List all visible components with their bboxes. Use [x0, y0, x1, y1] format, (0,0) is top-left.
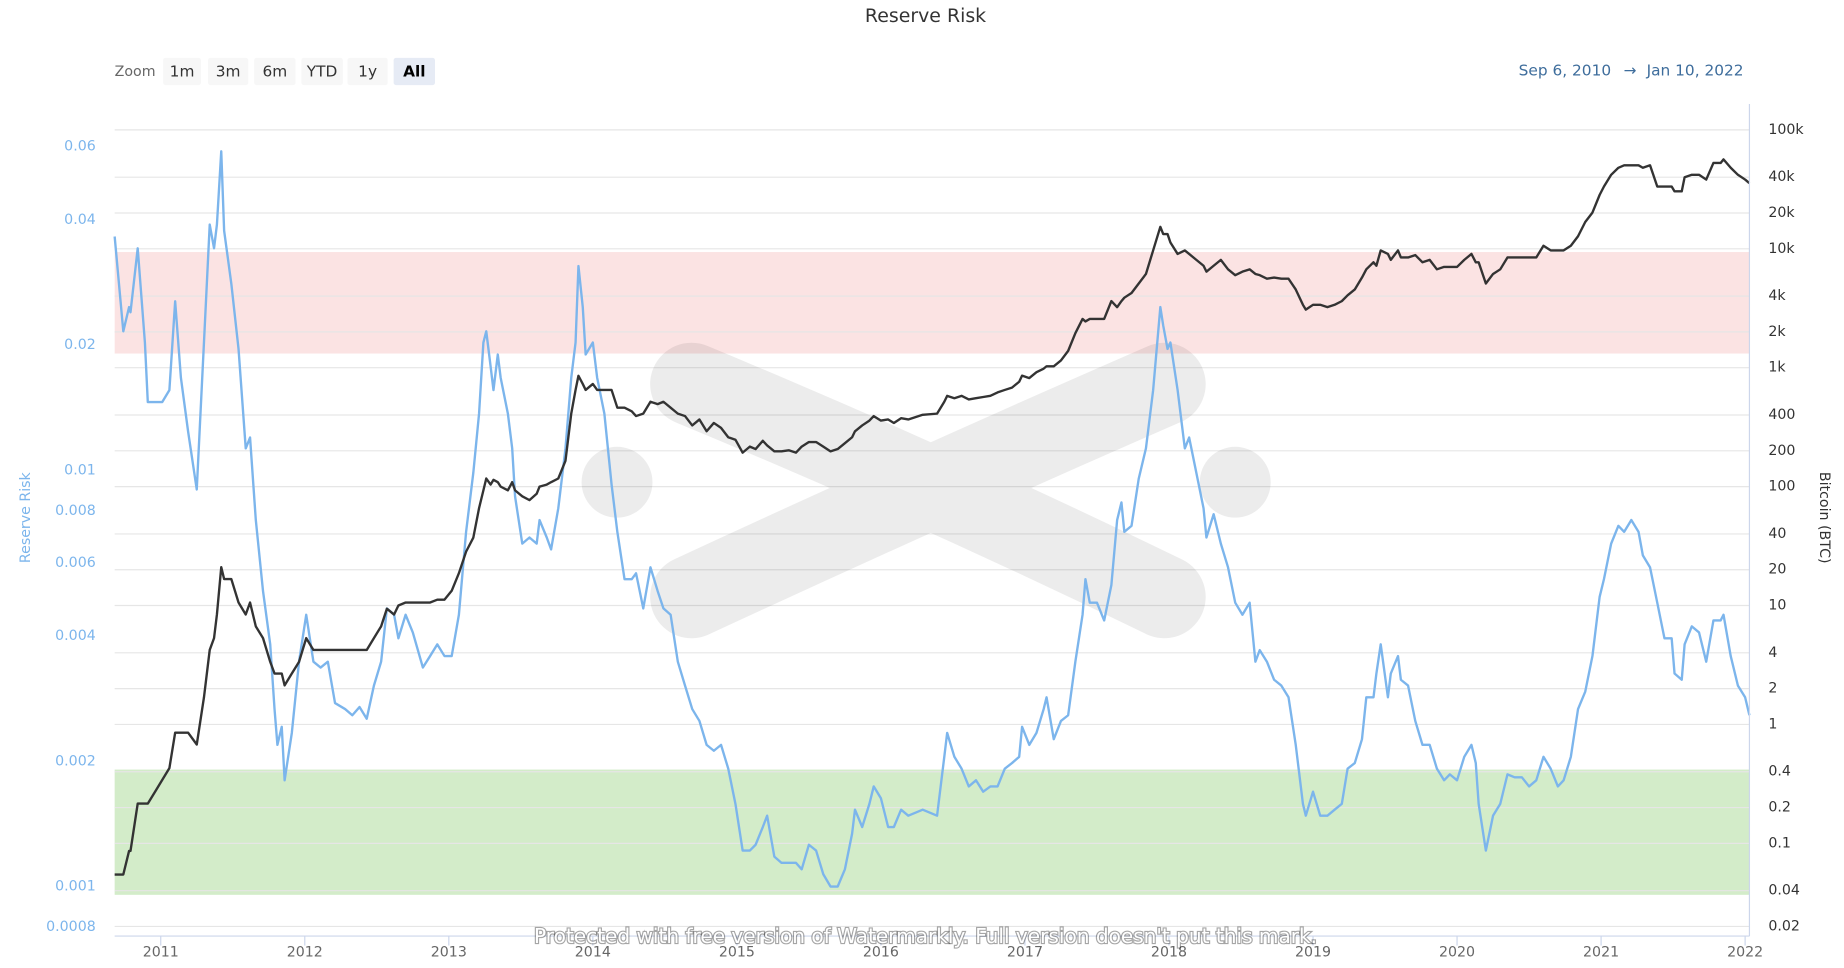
x-tick-label: 2021: [1583, 945, 1619, 961]
y2-tick-label: 40: [1768, 526, 1786, 542]
y2-tick-label: 10: [1768, 598, 1786, 614]
grid: [114, 129, 1750, 928]
zoom-button-bg: [254, 57, 296, 86]
zoom-button-bg: [208, 57, 249, 86]
zoom-button-label: 3m: [216, 63, 241, 81]
plot-bands: [114, 252, 1750, 895]
plot-band: [114, 252, 1750, 354]
zoom-button[interactable]: 1m: [163, 57, 201, 86]
y2-tick-label: 0.2: [1768, 800, 1791, 816]
y2-tick-label: 2k: [1768, 324, 1786, 340]
y2-tick-label: 20k: [1768, 205, 1795, 221]
range-separator: →: [1624, 61, 1637, 79]
zoom-button-label: 1y: [358, 63, 377, 81]
y2-tick-label: 200: [1768, 443, 1795, 459]
logo-stroke: [650, 342, 1206, 639]
zoom-button-label: All: [403, 63, 425, 81]
zoom-button[interactable]: 1y: [347, 57, 388, 86]
x-tick-label: 2017: [1007, 945, 1043, 961]
y-tick-label: 0.01: [64, 462, 96, 478]
zoom-button-bg: [301, 57, 343, 86]
y-tick-label: 0.001: [55, 879, 96, 895]
series-line: [113, 150, 1751, 888]
watermark-text: Protected with free version of Watermark…: [534, 924, 1317, 948]
y2-tick-label: 1k: [1768, 360, 1786, 376]
y-tick-label: 0.06: [64, 139, 96, 155]
y2-axis-title: Bitcoin (BTC): [1816, 472, 1832, 564]
zoom-button-label: YTD: [306, 63, 338, 81]
y2-tick-label: 400: [1768, 407, 1795, 423]
y-tick-label: 0.0008: [46, 919, 96, 935]
y-tick-label: 0.006: [55, 555, 96, 571]
zoom-button[interactable]: YTD: [301, 57, 343, 86]
chart-title: Reserve Risk: [865, 5, 986, 27]
series-line: [114, 158, 1751, 876]
range-from: Sep 6, 2010: [1519, 61, 1611, 79]
y2-tick-label: 0.02: [1768, 918, 1800, 934]
zoom-button-label: 1m: [170, 63, 195, 81]
logo-watermark: [581, 342, 1271, 639]
zoom-buttons: 1m 3m 6m YTD 1y All: [163, 57, 435, 86]
logo-dot: [581, 446, 653, 518]
zoom-label: Zoom: [115, 64, 156, 80]
x-tick-label: 2011: [143, 945, 179, 961]
x-tick-label: 2012: [287, 945, 323, 961]
y2-tick-label: 20: [1768, 562, 1786, 578]
x-tick-label: 2015: [719, 945, 755, 961]
y-tick-label: 0.02: [64, 337, 96, 353]
x-tick-label: 2014: [575, 945, 611, 961]
y-tick-label: 0.002: [55, 753, 96, 769]
y2-tick-label: 40k: [1768, 169, 1795, 185]
x-tick-label: 2020: [1439, 945, 1475, 961]
x-tick-label: 2019: [1295, 945, 1331, 961]
y2-tick-label: 4: [1768, 645, 1777, 661]
y2-tick-label: 1: [1768, 716, 1777, 732]
logo-stroke: [650, 342, 1206, 639]
y-tick-label: 0.004: [55, 628, 96, 644]
y2-tick-label: 100k: [1768, 122, 1804, 138]
y2-tick-label: 100: [1768, 479, 1795, 495]
y2-tick-label: 2: [1768, 681, 1777, 697]
y-tick-label: 0.008: [55, 503, 96, 519]
y2-tick-label: 0.4: [1768, 764, 1791, 780]
logo-dot: [1199, 446, 1271, 518]
zoom-button-bg: [163, 57, 201, 86]
y2-tick-label: 0.1: [1768, 835, 1791, 851]
x-tick-label: 2018: [1151, 945, 1187, 961]
zoom-button[interactable]: 3m: [208, 57, 249, 86]
y2-tick-label: 10k: [1768, 241, 1795, 257]
y-tick-label: 0.04: [64, 212, 96, 228]
zoom-button-label: 6m: [262, 63, 287, 81]
x-tick-label: 2022: [1727, 945, 1763, 961]
y-axis-title: Reserve Risk: [18, 471, 34, 563]
y2-tick-label: 4k: [1768, 288, 1786, 304]
range-to: Jan 10, 2022: [1646, 61, 1744, 79]
y2-tick-label: 0.04: [1768, 883, 1800, 899]
x-tick-label: 2013: [431, 945, 467, 961]
zoom-button[interactable]: All: [393, 57, 435, 86]
x-tick-label: 2016: [863, 945, 899, 961]
zoom-button-bg: [347, 57, 388, 86]
zoom-button-bg: [393, 57, 435, 86]
zoom-button[interactable]: 6m: [254, 57, 296, 86]
series-lines: [113, 150, 1751, 888]
axes: 0.06 0.04 0.02 0.01 0.008 0.006 0.004 0.002 0.00…: [46, 104, 1804, 961]
